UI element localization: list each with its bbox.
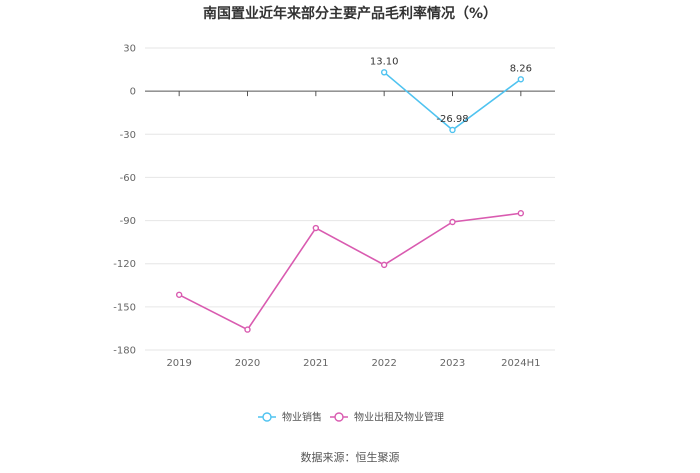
- data-label: 8.26: [510, 63, 532, 74]
- y-tick-label: 0: [130, 87, 136, 98]
- data-point: [517, 76, 525, 83]
- x-axis: 2019 2020 2021 2022 2023 2024H1: [166, 91, 541, 369]
- x-tick-label: 2022: [371, 358, 396, 369]
- legend-marker: [334, 412, 344, 422]
- data-point: [517, 210, 525, 217]
- data-labels: 13.10 -26.98 8.26: [370, 56, 532, 125]
- y-tick-label: -90: [120, 216, 136, 227]
- series-layer: [175, 69, 525, 333]
- data-point: [175, 291, 183, 298]
- source-text: 数据来源：恒生聚源: [301, 450, 400, 464]
- data-point: [449, 218, 456, 226]
- series-line-1: [178, 212, 521, 331]
- legend-marker: [262, 412, 272, 422]
- y-tick-label: -60: [120, 173, 136, 184]
- data-label: -26.98: [436, 114, 468, 125]
- y-tick-label: -120: [113, 259, 136, 270]
- legend-label: 物业销售: [282, 411, 322, 424]
- x-tick-label: 2019: [166, 358, 191, 369]
- data-point: [380, 261, 388, 269]
- x-tick-label: 2021: [303, 358, 328, 369]
- x-tick-label: 2023: [440, 358, 465, 369]
- data-point: [244, 326, 251, 333]
- legend-label: 物业出租及物业管理: [354, 411, 444, 424]
- data-point: [449, 126, 456, 134]
- data-label: 13.10: [370, 56, 399, 67]
- x-tick-label: 2024H1: [501, 358, 540, 369]
- y-axis: 30 0 -30 -60 -90 -120 -150 -180: [113, 44, 136, 357]
- legend: 物业销售 物业出租及物业管理: [258, 411, 444, 424]
- grid: [145, 47, 555, 351]
- y-tick-label: -150: [113, 302, 136, 313]
- y-tick-label: 30: [123, 44, 136, 55]
- data-point: [380, 69, 388, 76]
- y-tick-label: -30: [120, 130, 136, 141]
- chart-title: 南国置业近年来部分主要产品毛利率情况（%）: [203, 5, 497, 22]
- x-tick-label: 2020: [235, 358, 260, 369]
- y-tick-label: -180: [113, 346, 136, 357]
- data-point: [312, 224, 320, 232]
